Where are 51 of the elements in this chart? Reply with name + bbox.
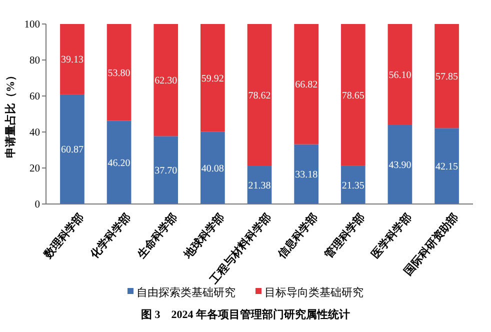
data-label: 46.20 <box>108 158 130 169</box>
bar <box>340 24 366 166</box>
bar <box>294 24 318 144</box>
legend-label: 目标导向类基础研究 <box>264 286 364 299</box>
data-label: 59.92 <box>201 73 224 84</box>
x-tick-label: 管理科学部 <box>321 210 368 262</box>
data-label: 33.18 <box>295 170 318 181</box>
data-label: 39.13 <box>60 54 84 66</box>
bar <box>294 144 318 204</box>
bar <box>106 24 132 121</box>
data-label: 21.35 <box>342 180 364 192</box>
bar <box>247 24 272 166</box>
data-label: 78.62 <box>248 90 271 102</box>
data-label: 78.65 <box>342 90 364 102</box>
x-tick-label: 化学科学部 <box>87 210 134 262</box>
y-axis-title: 申请量占比（%） <box>4 70 17 158</box>
y-tick-label: 60 <box>30 92 40 103</box>
bar <box>106 120 132 204</box>
bar <box>247 166 272 204</box>
y-tick-label: 20 <box>30 164 40 175</box>
y-tick-label: 80 <box>30 56 40 67</box>
data-label: 56.10 <box>388 70 412 81</box>
bar <box>434 128 459 204</box>
bar <box>200 132 225 204</box>
data-label: 40.08 <box>201 163 224 174</box>
bar <box>154 24 178 136</box>
bar <box>340 166 366 204</box>
caption: 图 3 2024 年各项目管理部门研究属性统计 <box>141 308 350 321</box>
data-label: 62.30 <box>154 76 178 87</box>
x-tick-label: 信息科学部 <box>274 210 321 262</box>
bar <box>388 24 412 125</box>
bar <box>60 24 84 94</box>
data-label: 42.15 <box>436 162 458 173</box>
y-tick-label: 100 <box>24 20 40 31</box>
data-label: 43.90 <box>388 160 412 171</box>
data-label: 37.70 <box>154 166 178 177</box>
legend-label: 自由探索类基础研究 <box>136 286 236 299</box>
data-label: 53.80 <box>108 68 130 79</box>
bar <box>200 24 225 132</box>
bar <box>60 94 84 204</box>
data-label: 66.82 <box>295 80 318 91</box>
x-tick-label: 生命科学部 <box>134 210 180 262</box>
y-tick-label: 0 <box>34 200 40 211</box>
data-label: 21.38 <box>248 180 271 192</box>
bar <box>154 136 178 204</box>
x-tick-label: 数理科学部 <box>40 210 86 262</box>
data-label: 60.87 <box>60 144 84 156</box>
bar <box>434 24 459 128</box>
bar <box>388 124 412 204</box>
y-tick-label: 40 <box>30 128 40 139</box>
data-label: 57.85 <box>436 72 458 83</box>
